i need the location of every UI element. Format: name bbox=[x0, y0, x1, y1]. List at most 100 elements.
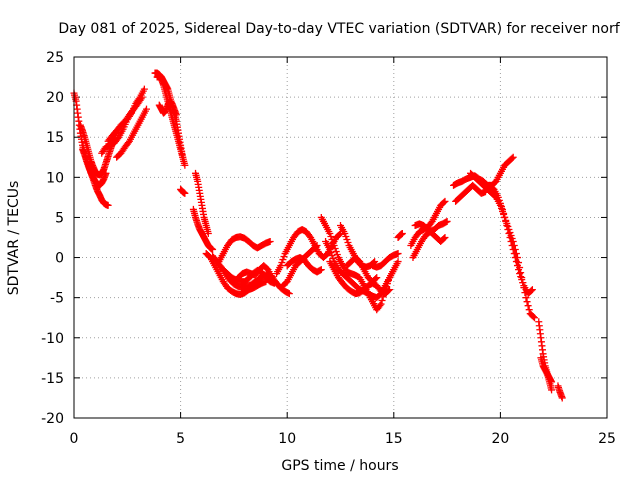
series-arc-c bbox=[79, 145, 110, 189]
data-point-interp bbox=[137, 95, 145, 103]
data-point bbox=[266, 238, 274, 246]
series-arc-h bbox=[153, 73, 189, 169]
data-point-interp bbox=[372, 275, 380, 283]
chart-title: Day 081 of 2025, Sidereal Day-to-day VTE… bbox=[58, 21, 620, 37]
data-point bbox=[142, 105, 150, 113]
data-point-interp bbox=[440, 235, 448, 243]
data-point bbox=[507, 238, 515, 246]
gridlines bbox=[74, 57, 607, 418]
series-arc-w bbox=[326, 258, 394, 298]
data-point bbox=[522, 294, 530, 302]
data-point bbox=[330, 242, 338, 250]
data-point-interp bbox=[504, 225, 512, 233]
data-point bbox=[104, 201, 112, 209]
data-point-interp bbox=[440, 198, 448, 206]
y-axis-label: SDTVAR / TECUs bbox=[6, 181, 22, 296]
x-axis-label: GPS time / hours bbox=[281, 458, 398, 474]
x-tick-label: 25 bbox=[598, 431, 616, 447]
data-point bbox=[516, 270, 524, 278]
data-point bbox=[494, 193, 502, 201]
data-point-interp bbox=[376, 301, 384, 309]
series-arc-y bbox=[343, 254, 381, 286]
data-point-interp bbox=[501, 213, 509, 221]
data-point bbox=[528, 286, 536, 294]
series-arc-l bbox=[189, 205, 217, 254]
data-point-interp bbox=[510, 250, 518, 258]
data-point bbox=[373, 274, 381, 282]
data-point-interp bbox=[518, 276, 526, 284]
data-point-interp bbox=[312, 243, 320, 251]
y-tick-label: 10 bbox=[46, 170, 64, 186]
y-tick-label: 5 bbox=[55, 210, 64, 226]
y-tick-label: 25 bbox=[46, 50, 64, 66]
data-point-interp bbox=[344, 239, 352, 247]
data-point bbox=[326, 246, 334, 254]
data-point bbox=[548, 386, 556, 394]
x-tick-label: 10 bbox=[278, 431, 296, 447]
data-point bbox=[509, 153, 517, 161]
data-point bbox=[531, 314, 539, 322]
data-points bbox=[70, 69, 566, 402]
data-point-interp bbox=[525, 306, 533, 314]
series-arc-f bbox=[113, 105, 150, 161]
data-point-interp bbox=[497, 202, 505, 210]
series-arc-k bbox=[192, 169, 212, 237]
data-point-interp bbox=[331, 245, 339, 253]
data-point-interp bbox=[329, 255, 337, 263]
data-point-interp bbox=[495, 196, 503, 204]
series-arc-b bbox=[76, 121, 121, 179]
series-arc-j bbox=[177, 185, 189, 197]
data-point bbox=[326, 229, 334, 237]
data-point-interp bbox=[517, 273, 525, 281]
series-arc-aa bbox=[394, 229, 406, 241]
data-point-interp bbox=[515, 266, 523, 274]
data-point-interp bbox=[278, 259, 286, 267]
y-tick-label: 0 bbox=[55, 251, 64, 267]
data-point bbox=[443, 217, 451, 225]
data-point-interp bbox=[280, 253, 288, 261]
data-point bbox=[317, 266, 325, 274]
y-tick-label: -5 bbox=[50, 291, 64, 307]
y-tick-label: 15 bbox=[46, 130, 64, 146]
data-point bbox=[270, 279, 278, 287]
data-point bbox=[377, 300, 385, 308]
data-point-interp bbox=[509, 246, 517, 254]
data-point bbox=[394, 258, 402, 266]
data-point-interp bbox=[505, 229, 513, 237]
series-arc-ak bbox=[554, 382, 566, 402]
series-arc-n bbox=[215, 233, 274, 266]
series-arc-i bbox=[155, 97, 180, 119]
data-point bbox=[499, 205, 507, 213]
data-point bbox=[209, 246, 217, 254]
series-arc-q bbox=[219, 266, 278, 287]
data-point-interp bbox=[512, 258, 520, 266]
data-point-interp bbox=[327, 232, 335, 240]
data-point bbox=[511, 254, 519, 262]
axis-ticks: 0 5 10 15 20 25 -20 -15 -10 -5 0 5 10 15 20 25 bbox=[41, 50, 616, 447]
data-point bbox=[172, 111, 180, 119]
series-arc-e bbox=[104, 93, 146, 145]
data-point-interp bbox=[500, 209, 508, 217]
series-arc-ad bbox=[411, 220, 449, 246]
data-point bbox=[341, 229, 349, 237]
data-point bbox=[285, 290, 293, 298]
data-point-interp bbox=[343, 236, 351, 244]
data-point bbox=[277, 262, 285, 270]
y-tick-label: -20 bbox=[41, 411, 64, 427]
series-arc-ah bbox=[486, 181, 536, 298]
series-arc-af bbox=[452, 181, 489, 205]
data-point-interp bbox=[506, 234, 514, 241]
data-point-interp bbox=[524, 302, 532, 310]
data-point-interp bbox=[327, 249, 335, 257]
data-point bbox=[398, 229, 406, 237]
data-point bbox=[181, 189, 189, 197]
data-point bbox=[441, 234, 449, 241]
data-point bbox=[394, 250, 402, 258]
series-arc-z bbox=[368, 250, 402, 271]
x-tick-label: 20 bbox=[491, 431, 509, 447]
data-point bbox=[204, 229, 212, 237]
plot-frame bbox=[73, 56, 608, 419]
y-tick-label: -15 bbox=[41, 371, 64, 387]
data-point-interp bbox=[523, 298, 531, 306]
